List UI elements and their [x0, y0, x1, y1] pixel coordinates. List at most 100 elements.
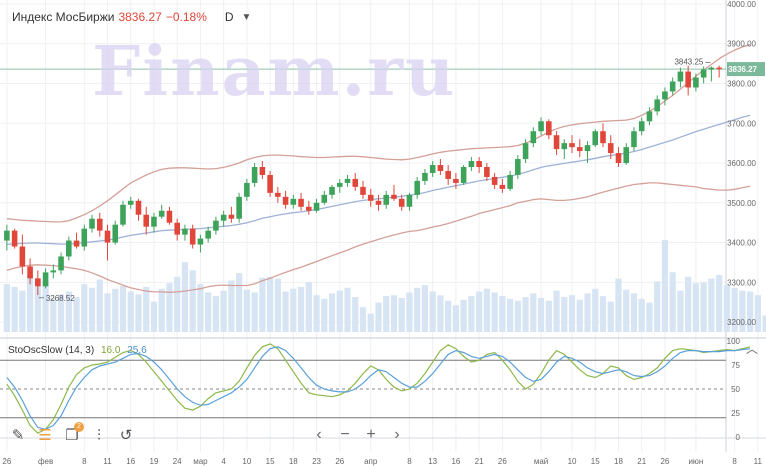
time-axis-tick-label: фев: [38, 457, 53, 466]
price-axis-tick-label: 4000.00: [727, 0, 756, 9]
candle-body: [213, 220, 219, 231]
low-marker-label: 3268.52: [46, 294, 75, 303]
time-axis-tick-label: 16: [126, 457, 135, 466]
volume-bar: [205, 292, 212, 332]
volume-bar: [158, 288, 165, 332]
time-axis-tick-label: 10: [242, 457, 251, 466]
candle-body: [491, 176, 498, 185]
volume-bar: [274, 278, 281, 332]
volume-bar: [197, 284, 204, 332]
template-icon[interactable]: ☰: [38, 427, 52, 444]
volume-bar: [553, 290, 560, 332]
volume-bar: [267, 276, 274, 332]
timeframe-selector[interactable]: D: [224, 10, 234, 24]
candle-body: [530, 131, 537, 144]
time-axis-tick-label: 8: [732, 457, 737, 466]
candle-body: [615, 153, 622, 164]
volume-bar: [739, 290, 746, 332]
volume-bar: [3, 284, 10, 332]
volume-bar: [576, 299, 583, 332]
candle-body: [669, 81, 676, 92]
candle-body: [11, 230, 18, 247]
chevron-up-icon[interactable]: ︿: [745, 342, 758, 356]
candle-body: [398, 198, 405, 207]
volume-bar: [305, 282, 312, 332]
time-axis-tick-label: 11: [103, 457, 112, 466]
candle-body: [259, 167, 266, 175]
zoom-out-icon[interactable]: −: [340, 426, 350, 443]
volume-bar: [297, 286, 305, 332]
candle-body: [584, 145, 591, 152]
candle-body: [522, 143, 529, 160]
scroll-right-icon[interactable]: ›: [394, 426, 400, 443]
volume-bar: [460, 299, 467, 332]
volume-bar: [359, 307, 367, 332]
volume-bar: [243, 289, 250, 332]
candle-body: [4, 230, 10, 241]
time-axis-tick-label: 18: [289, 457, 298, 466]
volume-bar: [445, 300, 452, 332]
zoom-in-icon[interactable]: +: [366, 426, 376, 443]
candle-body: [460, 167, 467, 183]
pencil-icon[interactable]: ✎: [11, 427, 25, 444]
candle-body: [220, 214, 227, 221]
time-axis-tick-label: 10: [568, 457, 577, 466]
candle-body: [81, 228, 88, 247]
undo-icon[interactable]: ↺: [119, 427, 133, 444]
candle-body: [19, 246, 26, 267]
candle-body: [592, 131, 599, 146]
candle-body: [182, 228, 188, 235]
bollinger-upper-line: [6, 43, 751, 223]
volume-bar: [545, 300, 552, 332]
candle-body: [58, 256, 64, 271]
oscillator-axis-tick-label: 50: [731, 385, 740, 394]
volume-bar: [700, 282, 707, 332]
candle-body: [662, 91, 668, 100]
candle-body: [344, 178, 351, 183]
volume-bar: [383, 296, 390, 332]
candle-body: [375, 200, 382, 205]
oscillator-title[interactable]: StoOscSlow (14, 3): [8, 345, 95, 356]
candle-body: [298, 198, 304, 207]
candle-body: [453, 178, 459, 183]
time-axis-tick-label: 26: [335, 457, 344, 466]
candle-body: [569, 143, 575, 148]
volume-bar: [731, 287, 738, 332]
layers-icon[interactable]: ❐ 2: [60, 422, 84, 446]
volume-bar: [367, 313, 374, 332]
candle-body: [197, 238, 204, 245]
volume-bar: [421, 285, 429, 332]
high-marker-label: 3843.25: [674, 57, 703, 66]
candle-body: [716, 67, 722, 70]
volume-bar: [646, 302, 653, 332]
candle-body: [607, 143, 614, 154]
layers-count-badge: 2: [74, 422, 84, 432]
candle-body: [561, 143, 568, 150]
volume-bar: [166, 283, 173, 332]
oscillator-axis-tick-label: 100: [727, 337, 741, 346]
volume-bar: [390, 295, 398, 332]
volume-bar: [321, 298, 328, 332]
price-axis-tick-label: 3800.00: [727, 80, 756, 89]
volume-bar: [336, 290, 343, 332]
candle-body: [66, 240, 72, 257]
volume-bar: [398, 297, 405, 332]
caret-down-icon[interactable]: ▼: [241, 11, 252, 23]
time-axis-tick-label: 8: [82, 457, 87, 466]
volume-bar: [143, 286, 150, 332]
candle-body: [429, 165, 436, 173]
scroll-left-icon[interactable]: ‹: [316, 426, 322, 443]
volume-bar: [96, 279, 103, 332]
volume-bars: [3, 240, 766, 332]
time-axis-tick-label: 4: [221, 457, 226, 466]
indicators-icon[interactable]: ⫶: [97, 426, 101, 444]
volume-bar: [212, 296, 219, 332]
candle-body: [143, 214, 150, 227]
candle-body: [306, 206, 312, 211]
symbol-name[interactable]: Индекс МосБиржи: [12, 10, 115, 24]
volume-bar: [57, 294, 65, 332]
volume-bar: [174, 276, 181, 332]
volume-bar: [375, 302, 382, 332]
oscillator-header: StoOscSlow (14, 3) 16.0 25.6: [8, 345, 147, 356]
